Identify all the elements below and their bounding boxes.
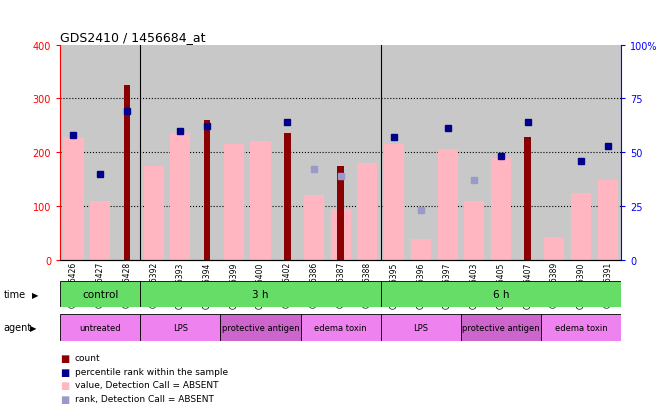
Bar — [250, 142, 271, 260]
Bar — [60, 281, 140, 308]
Bar — [220, 314, 301, 341]
Bar — [90, 201, 110, 260]
Bar — [284, 134, 291, 260]
Bar — [60, 314, 140, 341]
Bar — [144, 166, 164, 260]
Text: ■: ■ — [60, 353, 69, 363]
Text: protective antigen: protective antigen — [462, 323, 540, 332]
Text: GDS2410 / 1456684_at: GDS2410 / 1456684_at — [60, 31, 206, 44]
Text: edema toxin: edema toxin — [315, 323, 367, 332]
Bar — [140, 281, 381, 308]
Bar — [357, 164, 377, 260]
Bar — [411, 240, 431, 260]
Bar — [301, 314, 381, 341]
Text: 6 h: 6 h — [493, 289, 509, 299]
Text: control: control — [82, 289, 118, 299]
Text: ■: ■ — [60, 367, 69, 377]
Text: percentile rank within the sample: percentile rank within the sample — [75, 367, 228, 376]
Bar — [124, 86, 130, 260]
Bar — [541, 314, 621, 341]
Bar — [524, 138, 531, 260]
Bar — [461, 314, 541, 341]
Text: ▶: ▶ — [30, 323, 37, 332]
Bar — [204, 121, 210, 260]
Bar — [571, 193, 591, 260]
Bar — [598, 181, 618, 260]
Text: count: count — [75, 353, 100, 362]
Text: time: time — [3, 290, 25, 299]
Text: ■: ■ — [60, 380, 69, 390]
Text: value, Detection Call = ABSENT: value, Detection Call = ABSENT — [75, 380, 218, 389]
Text: ■: ■ — [60, 394, 69, 404]
Text: rank, Detection Call = ABSENT: rank, Detection Call = ABSENT — [75, 394, 214, 403]
Bar — [464, 201, 484, 260]
Bar — [438, 150, 458, 260]
Text: untreated: untreated — [79, 323, 121, 332]
Bar — [384, 145, 404, 260]
Bar — [63, 138, 84, 260]
Text: ▶: ▶ — [32, 290, 39, 299]
Bar — [491, 158, 511, 260]
Bar — [331, 209, 351, 260]
Text: agent: agent — [3, 323, 31, 332]
Bar — [381, 281, 621, 308]
Bar — [140, 314, 220, 341]
Bar — [304, 196, 324, 260]
Bar — [170, 134, 190, 260]
Bar — [381, 314, 461, 341]
Text: 3 h: 3 h — [253, 289, 269, 299]
Bar — [337, 166, 344, 260]
Text: LPS: LPS — [413, 323, 428, 332]
Text: protective antigen: protective antigen — [222, 323, 299, 332]
Bar — [544, 237, 564, 260]
Text: LPS: LPS — [173, 323, 188, 332]
Text: edema toxin: edema toxin — [555, 323, 607, 332]
Bar — [224, 145, 244, 260]
